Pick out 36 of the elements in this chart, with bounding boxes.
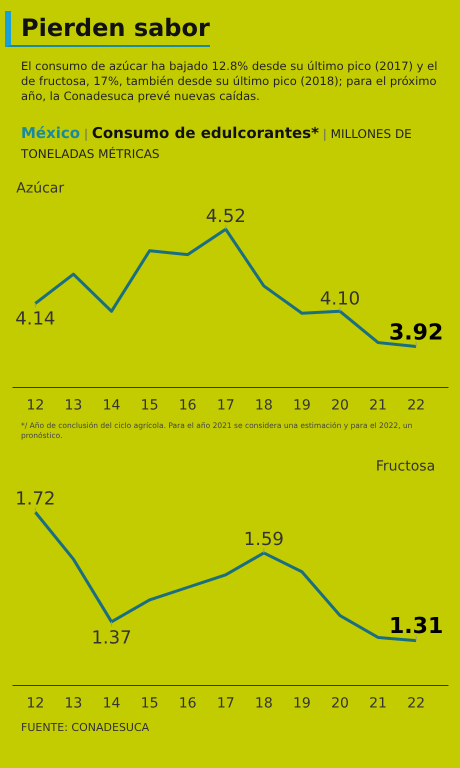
x-tick-label: 21 — [369, 696, 387, 712]
x-tick-label: 20 — [331, 696, 349, 712]
x-tick-label: 19 — [292, 696, 311, 712]
text: Azúcar — [16, 180, 64, 196]
text: Fructosa — [376, 458, 436, 474]
x-tick-label: 13 — [64, 696, 82, 712]
data-label: 1.72 — [15, 488, 56, 510]
x-tick-label: 22 — [407, 398, 426, 414]
data-label: 4.10 — [320, 288, 360, 310]
x-tick-label: 21 — [369, 398, 387, 414]
x-tick-label: 15 — [140, 696, 159, 712]
x-tick-label: 14 — [102, 696, 121, 712]
chart-title: Pierden sabor — [5, 11, 210, 47]
x-tick-label: 19 — [292, 398, 311, 414]
x-tick-label: 16 — [178, 398, 197, 414]
x-tick-label: 13 — [64, 398, 82, 414]
x-tick-label: 20 — [331, 398, 349, 414]
x-tick-label: 15 — [140, 398, 159, 414]
source-note: FUENTE: CONADESUCA — [21, 720, 150, 736]
data-label: 1.31 — [388, 614, 444, 639]
data-label: 3.92 — [388, 320, 444, 346]
x-tick-label: 18 — [254, 696, 273, 712]
data-label: 4.14 — [15, 308, 56, 330]
x-tick-label: 12 — [26, 398, 44, 414]
x-tick-label: 17 — [216, 696, 235, 712]
data-label: 4.52 — [206, 206, 246, 228]
chart-subtitle: El consumo de azúcar ha bajado 12.8% desde su último pico (2017) y el de fructosa, 17%, también desde su último pico (2018); para el próximo año, la Conadesuca prevé nuevas caídas. — [21, 59, 438, 104]
data-label: 1.37 — [91, 628, 132, 649]
x-tick-label: 14 — [102, 398, 121, 414]
text: México | Consumo de edulcorantes* | MILLONES DE TONELADAS MÉTRICAS — [21, 124, 412, 161]
x-tick-label: 18 — [254, 398, 273, 414]
data-label: 1.59 — [244, 529, 284, 550]
x-tick-label: 22 — [407, 696, 426, 712]
x-tick-label: 16 — [178, 696, 197, 712]
x-tick-label: 17 — [216, 398, 235, 414]
x-tick-label: 12 — [26, 696, 44, 712]
